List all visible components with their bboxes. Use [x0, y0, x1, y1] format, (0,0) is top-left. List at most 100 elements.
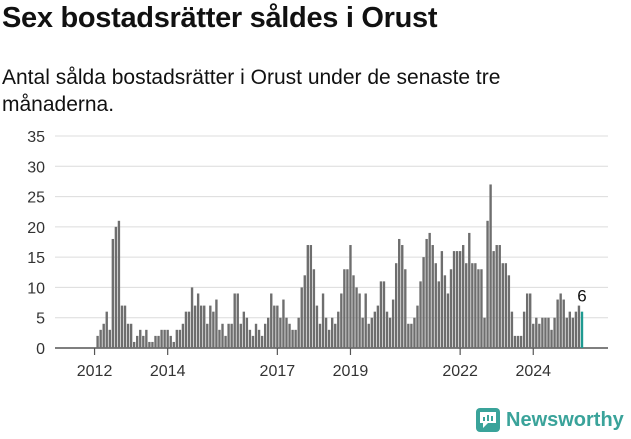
bar [111, 238, 115, 348]
bar [510, 311, 514, 348]
bar [446, 293, 450, 348]
bar [483, 317, 486, 348]
bar [529, 293, 532, 348]
bar [312, 269, 316, 348]
bar [187, 311, 191, 348]
bar [568, 311, 572, 348]
bar [327, 329, 331, 348]
y-tick-label: 15 [27, 250, 45, 267]
bar [343, 269, 346, 348]
bar [352, 275, 355, 348]
bar [175, 329, 179, 348]
bar [276, 305, 279, 348]
bar [410, 323, 413, 348]
bar [282, 299, 285, 348]
bar [413, 317, 416, 348]
bar [501, 263, 504, 348]
bar [242, 311, 246, 348]
chart-subtitle: Antal sålda bostadsrätter i Orust under … [2, 66, 501, 116]
bar [544, 317, 547, 348]
bar [306, 245, 310, 348]
bar [516, 335, 520, 348]
bar [181, 323, 185, 348]
bar [196, 293, 200, 348]
y-tick-label: 0 [36, 341, 45, 358]
bar [230, 323, 233, 348]
bar [458, 251, 462, 348]
bar [114, 226, 118, 348]
bar [519, 335, 523, 348]
bar [337, 311, 340, 348]
highlight-bar [580, 311, 584, 348]
bar [532, 323, 535, 348]
bar [522, 311, 526, 348]
bar [315, 305, 319, 348]
bar [248, 329, 252, 348]
bar [297, 317, 300, 348]
bar [367, 323, 370, 348]
bar [468, 232, 471, 348]
bar [105, 311, 108, 348]
bar [419, 281, 422, 348]
bar [212, 311, 215, 348]
bar [489, 184, 492, 348]
bar [349, 245, 352, 348]
bar [492, 251, 495, 348]
bar [108, 329, 111, 348]
bar [224, 335, 227, 348]
bar [239, 323, 242, 348]
y-tick-label: 35 [27, 129, 45, 146]
bar [574, 311, 578, 348]
bar [184, 311, 188, 348]
bar [257, 329, 261, 348]
bar [160, 329, 163, 348]
bar [99, 329, 102, 348]
bar [321, 293, 325, 348]
bar [209, 305, 212, 348]
bar [285, 317, 288, 348]
bar [391, 299, 395, 348]
bar [541, 317, 544, 348]
grid-layer [55, 135, 608, 349]
bar [361, 317, 364, 348]
bar [571, 317, 575, 348]
bar [385, 311, 389, 348]
x-tick-label: 2019 [333, 363, 369, 380]
bar [504, 263, 508, 348]
brand-name: Newsworthy [506, 408, 624, 431]
bar [145, 329, 148, 348]
bar [157, 335, 160, 348]
bar [203, 305, 206, 348]
bar [96, 335, 99, 348]
bar [260, 335, 264, 348]
bar [324, 317, 328, 348]
bar [370, 317, 373, 348]
bar [422, 257, 425, 348]
bar [318, 323, 322, 348]
bar [465, 263, 468, 348]
bar [358, 293, 361, 348]
bar [559, 293, 562, 348]
bar [346, 269, 349, 348]
bar [461, 245, 465, 348]
bar [404, 269, 407, 348]
bar [151, 341, 154, 348]
bar [547, 317, 550, 348]
y-tick-label: 25 [27, 190, 45, 207]
bar [178, 329, 182, 348]
x-tick-label: 2014 [150, 363, 186, 380]
bar [117, 220, 121, 348]
bar [577, 305, 581, 348]
bar [303, 275, 306, 348]
newsworthy-logo: Newsworthy [476, 408, 624, 432]
bar [394, 263, 398, 348]
bar [330, 317, 334, 348]
bar [455, 251, 459, 348]
bar [382, 281, 386, 348]
bar [495, 245, 498, 348]
bar [434, 263, 437, 348]
bar [126, 323, 130, 348]
bar [401, 245, 404, 348]
x-tick-label: 2024 [515, 363, 551, 380]
bar [507, 275, 511, 348]
